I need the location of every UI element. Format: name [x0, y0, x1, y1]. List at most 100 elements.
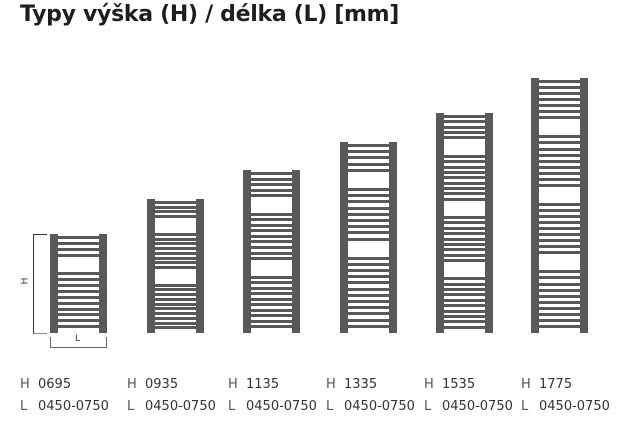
radiator-bar — [444, 176, 485, 179]
radiator-bar — [539, 221, 580, 224]
radiator-bar — [444, 182, 485, 185]
radiator-bar — [251, 298, 292, 301]
radiator-bar — [539, 154, 580, 157]
radiator-bar — [155, 288, 196, 291]
radiator-bar — [58, 284, 99, 287]
model-spec-1: H 0695 L 0450-0750 — [20, 374, 109, 418]
length-key: L — [424, 399, 432, 414]
radiator-bar — [444, 120, 485, 123]
height-key: H — [228, 377, 238, 392]
radiator-bar — [251, 287, 292, 290]
height-key: H — [127, 377, 137, 392]
radiator-bar — [251, 183, 292, 186]
radiator-bar — [539, 148, 580, 151]
radiator-bar — [251, 309, 292, 312]
radiator-bar — [539, 270, 580, 273]
radiator-bar — [348, 294, 389, 297]
radiator-bar — [348, 156, 389, 159]
model-spec-3: H 1135 L 0450-0750 — [228, 374, 317, 418]
radiator-bar — [539, 245, 580, 248]
radiator-bar — [155, 261, 196, 264]
height-key: H — [20, 377, 30, 392]
radiator-bar — [348, 225, 389, 228]
radiator-bar — [444, 171, 485, 174]
radiator-2 — [147, 199, 204, 333]
radiator-bar — [539, 325, 580, 328]
radiator-bar — [348, 312, 389, 315]
height-key: H — [424, 377, 434, 392]
radiator-rail-left — [50, 234, 58, 333]
radiator-bar — [58, 302, 99, 305]
radiator-bar — [444, 126, 485, 129]
radiator-bar — [539, 172, 580, 175]
radiator-rail-left — [340, 142, 348, 333]
radiator-bar — [251, 292, 292, 295]
radiator-bar — [444, 115, 485, 118]
radiator-bar — [348, 269, 389, 272]
radiator-bar — [155, 326, 196, 329]
radiator-bar — [155, 317, 196, 320]
radiator-bar — [539, 233, 580, 236]
radiator-bar — [539, 86, 580, 89]
radiator-bar — [348, 188, 389, 191]
radiator-bar — [251, 314, 292, 317]
radiator-bar — [251, 252, 292, 255]
radiator-bar — [444, 310, 485, 313]
radiator-bar — [251, 325, 292, 328]
radiator-bar — [348, 325, 389, 328]
height-dimension-label: H — [20, 277, 31, 285]
radiator-bar — [251, 218, 292, 221]
length-value: 0450-0750 — [38, 399, 109, 414]
radiator-bar — [444, 243, 485, 246]
radiator-bar — [251, 178, 292, 181]
radiator-bar — [539, 209, 580, 212]
radiator-bar — [251, 320, 292, 323]
radiator-6 — [531, 78, 588, 333]
radiator-bar — [155, 247, 196, 250]
radiator-bar — [539, 178, 580, 181]
radiator-rail-left — [243, 170, 251, 333]
radiator-bar — [348, 319, 389, 322]
length-key: L — [20, 399, 28, 414]
length-value: 0450-0750 — [145, 399, 216, 414]
radiator-bar — [58, 248, 99, 251]
radiator-bar — [539, 295, 580, 298]
radiator-bar — [58, 242, 99, 245]
radiator-bar — [155, 307, 196, 310]
radiator-bar — [155, 201, 196, 204]
radiator-rail-right — [196, 199, 204, 333]
radiator-bar — [155, 293, 196, 296]
radiator-bar — [251, 235, 292, 238]
radiator-bar — [251, 257, 292, 260]
radiator-bar — [251, 213, 292, 216]
radiator-bar — [539, 319, 580, 322]
radiator-bar — [348, 213, 389, 216]
radiator-bar — [444, 166, 485, 169]
radiator-bar — [444, 192, 485, 195]
radiator-bar — [155, 266, 196, 269]
radiator-bar — [539, 203, 580, 206]
radiator-bar — [539, 116, 580, 119]
radiator-bar — [348, 169, 389, 172]
radiator-bar — [348, 300, 389, 303]
radiator-rail-right — [389, 142, 397, 333]
radiator-bar — [251, 303, 292, 306]
radiator-bar — [444, 216, 485, 219]
radiator-bar — [444, 254, 485, 257]
radiator-bar — [539, 239, 580, 242]
height-value: 1535 — [442, 377, 476, 392]
height-value: 0695 — [38, 377, 72, 392]
height-value: 1775 — [539, 377, 573, 392]
radiator-bar — [58, 313, 99, 316]
radiator-bar — [155, 242, 196, 245]
radiator-bar — [155, 252, 196, 255]
radiator-bar — [155, 210, 196, 213]
radiator-bar — [444, 288, 485, 291]
radiator-rail-left — [531, 78, 539, 333]
radiator-bar — [444, 299, 485, 302]
length-value: 0450-0750 — [539, 399, 610, 414]
radiator-bar — [155, 257, 196, 260]
radiator-bar — [251, 246, 292, 249]
radiator-bar — [444, 136, 485, 139]
model-spec-2: H 0935 L 0450-0750 — [127, 374, 216, 418]
